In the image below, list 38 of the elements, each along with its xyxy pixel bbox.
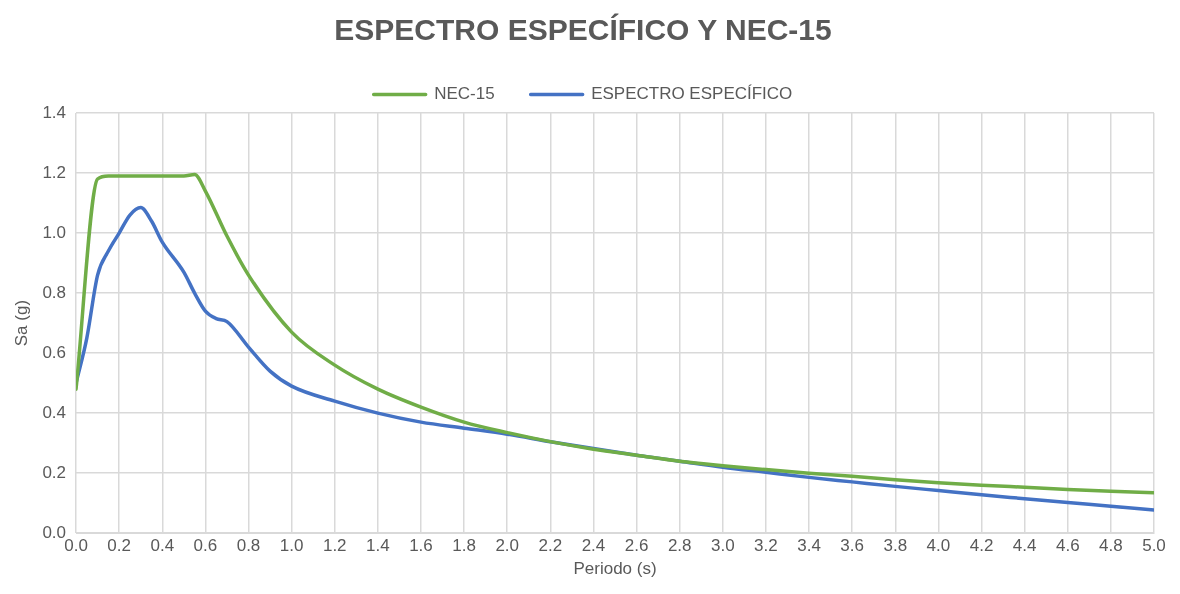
x-tick-label: 5.0 xyxy=(1142,536,1166,556)
x-tick-label: 4.6 xyxy=(1055,536,1080,556)
x-tick-label: 1.6 xyxy=(409,536,433,556)
x-tick-label: 4.8 xyxy=(1099,536,1123,556)
legend-label: ESPECTRO ESPECÍFICO xyxy=(591,84,793,104)
x-tick-label: 2.6 xyxy=(624,536,649,556)
x-tick-label: 1.0 xyxy=(279,536,304,556)
y-tick-label: 1.2 xyxy=(42,162,67,182)
x-tick-label: 1.2 xyxy=(322,536,347,556)
y-tick-label: 0.4 xyxy=(42,402,67,422)
x-tick-label: 4.2 xyxy=(969,536,994,556)
x-tick-label: 4.4 xyxy=(1012,536,1037,556)
x-axis-title: Periodo (s) xyxy=(573,559,657,579)
x-tick-label: 2.8 xyxy=(667,536,692,556)
x-tick-label: 3.0 xyxy=(710,536,735,556)
y-tick-label: 0.2 xyxy=(42,462,67,482)
x-tick-label: 3.6 xyxy=(840,536,864,556)
x-tick-label: 1.4 xyxy=(366,536,390,556)
chart-title: ESPECTRO ESPECÍFICO Y NEC-15 xyxy=(334,13,832,47)
x-tick-label: 2.0 xyxy=(495,536,520,556)
y-tick-label: 0.6 xyxy=(42,342,67,362)
y-axis-title: Sa (g) xyxy=(11,299,31,347)
y-tick-label: 0.8 xyxy=(42,282,67,302)
x-tick-label: 1.8 xyxy=(452,536,476,556)
x-tick-label: 0.4 xyxy=(150,536,175,556)
x-tick-label: 0.0 xyxy=(64,536,88,556)
x-tick-label: 4.0 xyxy=(926,536,951,556)
x-tick-label: 3.4 xyxy=(797,536,821,556)
y-tick-label: 1.0 xyxy=(42,222,67,242)
x-tick-label: 0.8 xyxy=(236,536,261,556)
x-tick-label: 2.2 xyxy=(538,536,563,556)
y-tick-label: 1.4 xyxy=(42,102,67,122)
x-tick-label: 0.6 xyxy=(193,536,218,556)
x-tick-label: 3.2 xyxy=(754,536,778,556)
legend-label: NEC-15 xyxy=(434,84,495,104)
x-tick-label: 3.8 xyxy=(883,536,908,556)
x-tick-label: 2.4 xyxy=(581,536,606,556)
x-tick-label: 0.2 xyxy=(107,536,131,556)
